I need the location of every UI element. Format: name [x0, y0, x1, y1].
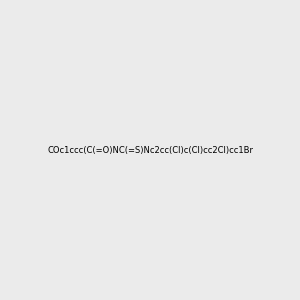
Text: COc1ccc(C(=O)NC(=S)Nc2cc(Cl)c(Cl)cc2Cl)cc1Br: COc1ccc(C(=O)NC(=S)Nc2cc(Cl)c(Cl)cc2Cl)c… [47, 146, 253, 154]
